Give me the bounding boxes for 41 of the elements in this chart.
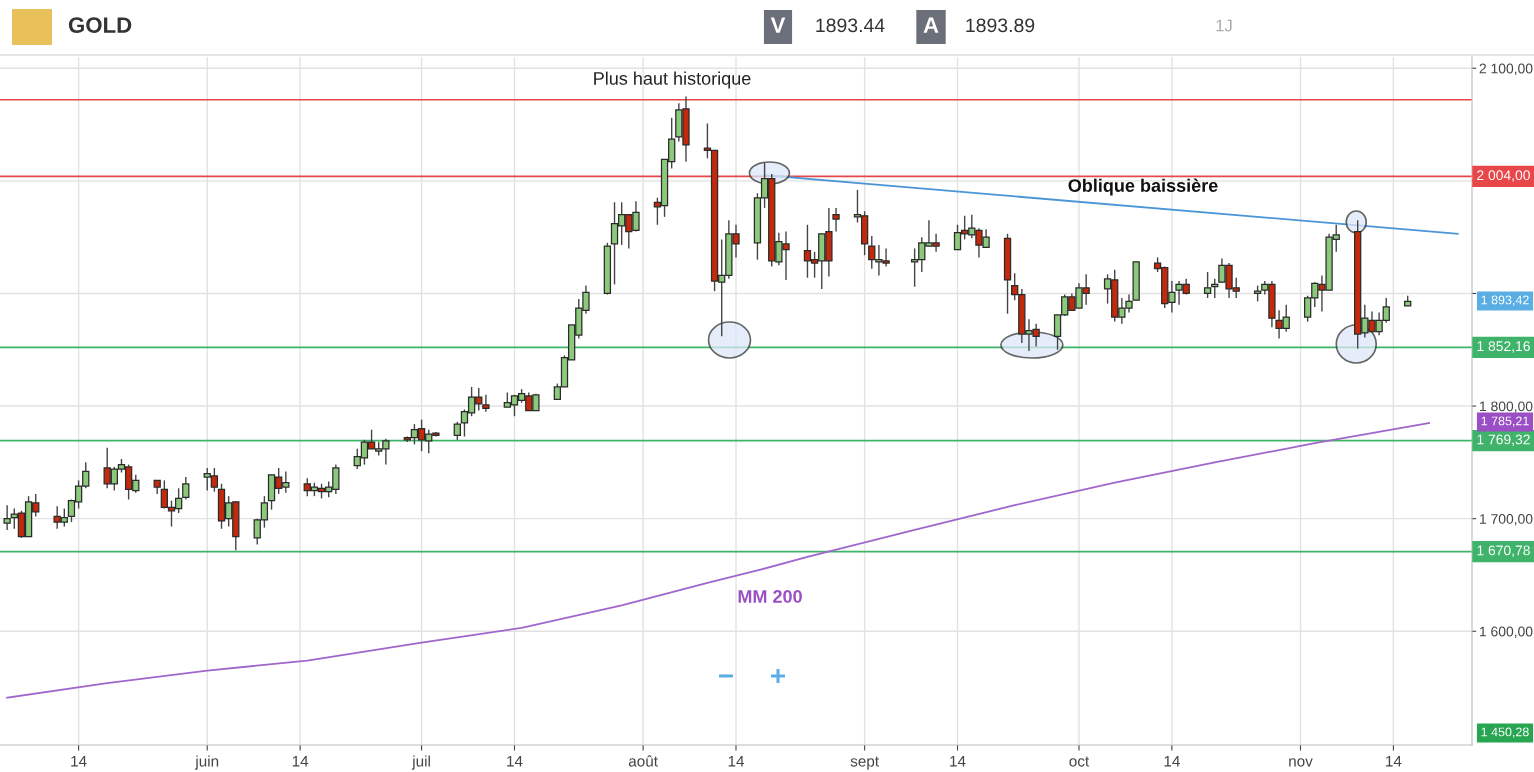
x-tick-label: 14 (71, 755, 87, 767)
candlestick (1203, 271, 1212, 299)
candlestick (3, 504, 11, 531)
x-tick-label: sept (850, 756, 879, 770)
y-tick-label: 1 800,00 (1480, 401, 1533, 413)
x-tick-label: 14 (292, 755, 309, 767)
text: A (923, 17, 939, 33)
x-tick-label: août (628, 755, 658, 767)
ref-line-label: 1 670,78 (1477, 545, 1530, 557)
annotation: Oblique baissière (1068, 178, 1218, 196)
x-tick-label: juin (194, 755, 219, 770)
candlestick (832, 207, 840, 233)
text: V (770, 17, 786, 33)
ref-line-label: 1 769,32 (1477, 434, 1530, 446)
text: 1J (1216, 19, 1232, 32)
x-tick-label: oct (1069, 756, 1090, 767)
y-tick-label: 2 100,00 (1479, 63, 1533, 76)
text: 1893.44 (816, 18, 885, 33)
text: 1893.89 (966, 18, 1035, 33)
ref-line-label: 2 004,00 (1477, 170, 1530, 182)
x-tick-label: 14 (950, 755, 966, 767)
annotation: − (719, 674, 733, 678)
text: 1 785,21 (1481, 416, 1529, 427)
x-tick-label: juil (411, 755, 430, 770)
annotation: Plus haut historique (594, 71, 751, 89)
x-tick-label: 14 (507, 755, 523, 767)
ref-line-label: 1 852,16 (1477, 341, 1530, 353)
line-series (6, 422, 1431, 699)
x-tick-label: 14 (1164, 755, 1180, 767)
text: 1 893,42 (1481, 295, 1529, 306)
x-tick-label: nov (1289, 758, 1313, 767)
x-tick-label: 14 (1386, 755, 1402, 767)
x-tick-label: 14 (728, 755, 745, 767)
candlestick (182, 476, 190, 501)
annotation: MM 200 (738, 590, 802, 603)
candlestick (482, 394, 490, 413)
y-tick-label: 1 600,00 (1480, 626, 1533, 639)
y-tick-label: 1 700,00 (1480, 514, 1533, 526)
annotation: + (771, 668, 785, 683)
chart-title: GOLD (68, 17, 132, 33)
text: 1 450,28 (1481, 727, 1529, 738)
